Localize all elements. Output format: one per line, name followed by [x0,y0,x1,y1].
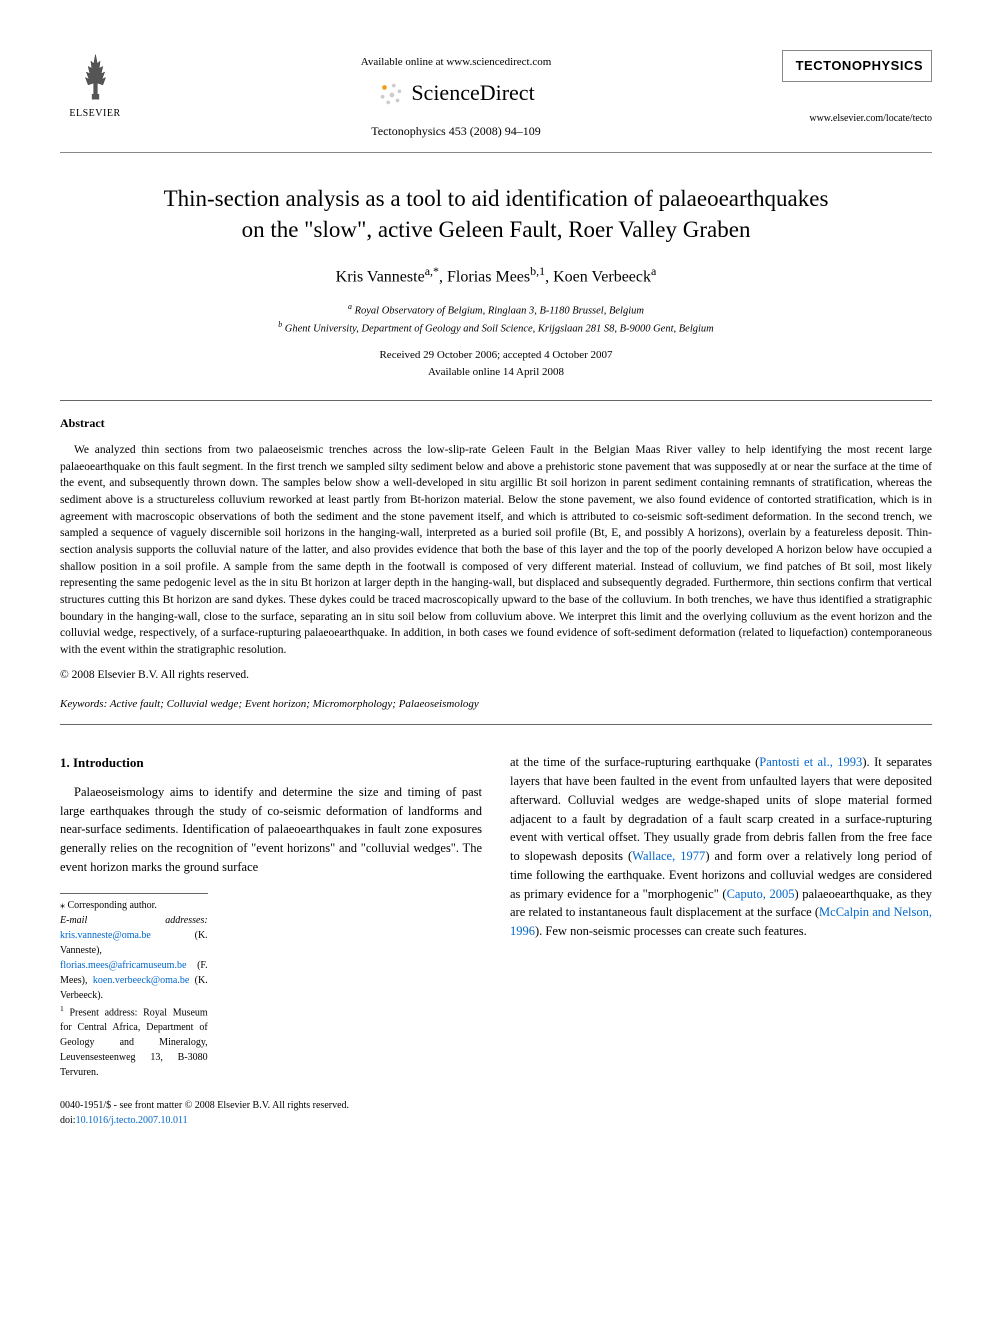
sciencedirect-logo: ScienceDirect [377,78,534,109]
keywords-label: Keywords: [60,698,107,710]
sciencedirect-icon [377,80,405,108]
article-dates: Received 29 October 2006; accepted 4 Oct… [60,347,932,380]
author-2: Florias Mees [447,268,530,285]
keywords-text: Active fault; Colluvial wedge; Event hor… [110,698,479,710]
email-link-3[interactable]: koen.verbeeck@oma.be [93,975,189,986]
ref-link-pantosti[interactable]: Pantosti et al., 1993 [759,755,862,769]
article-title: Thin-section analysis as a tool to aid i… [60,183,932,245]
body-columns: 1. Introduction Palaeoseismology aims to… [60,753,932,1128]
sciencedirect-text: ScienceDirect [411,78,534,109]
abstract-bottom-rule [60,724,932,725]
doi-line: doi:10.1016/j.tecto.2007.10.011 [60,1113,482,1128]
corresponding-note: ⁎ Corresponding author. [60,898,208,913]
elsevier-label: ELSEVIER [69,107,120,121]
journal-url: www.elsevier.com/locate/tecto [782,112,932,126]
abstract-body: We analyzed thin sections from two palae… [60,442,932,659]
footnotes: ⁎ Corresponding author. E-mail addresses… [60,893,208,1080]
author-1: Kris Vanneste [336,268,425,285]
center-header: Available online at www.sciencedirect.co… [130,50,782,140]
intro-para-2: at the time of the surface-rupturing ear… [510,753,932,941]
elsevier-logo: ELSEVIER [60,50,130,130]
header-row: ELSEVIER Available online at www.science… [60,50,932,140]
elsevier-tree-icon [68,50,123,105]
affiliation-b: Ghent University, Department of Geology … [285,324,714,335]
title-line-2: on the "slow", active Geleen Fault, Roer… [242,217,751,242]
right-column: at the time of the surface-rupturing ear… [510,753,932,1128]
author-3: Koen Verbeeck [553,268,651,285]
author-list: Kris Vannestea,*, Florias Meesb,1, Koen … [60,263,932,289]
journal-title: TECTONOPHYSICS [782,50,932,82]
present-address-note: 1 Present address: Royal Museum for Cent… [60,1003,208,1080]
page-container: ELSEVIER Available online at www.science… [0,0,992,1178]
left-column: 1. Introduction Palaeoseismology aims to… [60,753,482,1128]
abstract-copyright: © 2008 Elsevier B.V. All rights reserved… [60,667,932,683]
affiliation-a: Royal Observatory of Belgium, Ringlaan 3… [355,305,644,316]
email-addresses: E-mail addresses: kris.vanneste@oma.be (… [60,913,208,1003]
abstract-top-rule [60,400,932,401]
issn-line: 0040-1951/$ - see front matter © 2008 El… [60,1098,482,1113]
email-link-2[interactable]: florias.mees@africamuseum.be [60,960,186,971]
ref-link-caputo[interactable]: Caputo, 2005 [727,887,795,901]
intro-heading: 1. Introduction [60,753,482,773]
keywords: Keywords: Active fault; Colluvial wedge;… [60,697,932,712]
online-date: Available online 14 April 2008 [428,366,564,378]
abstract-heading: Abstract [60,415,932,432]
journal-box: TECTONOPHYSICS www.elsevier.com/locate/t… [782,50,932,126]
email-link-1[interactable]: kris.vanneste@oma.be [60,930,151,941]
doi-link[interactable]: 10.1016/j.tecto.2007.10.011 [76,1115,188,1126]
ref-link-wallace[interactable]: Wallace, 1977 [632,849,705,863]
title-line-1: Thin-section analysis as a tool to aid i… [164,186,829,211]
available-online-text: Available online at www.sciencedirect.co… [130,55,782,70]
received-date: Received 29 October 2006; accepted 4 Oct… [379,349,612,361]
intro-para-1: Palaeoseismology aims to identify and de… [60,783,482,877]
affiliations: a Royal Observatory of Belgium, Ringlaan… [60,301,932,338]
footer: 0040-1951/$ - see front matter © 2008 El… [60,1098,482,1128]
header-rule [60,152,932,153]
journal-reference: Tectonophysics 453 (2008) 94–109 [130,123,782,140]
